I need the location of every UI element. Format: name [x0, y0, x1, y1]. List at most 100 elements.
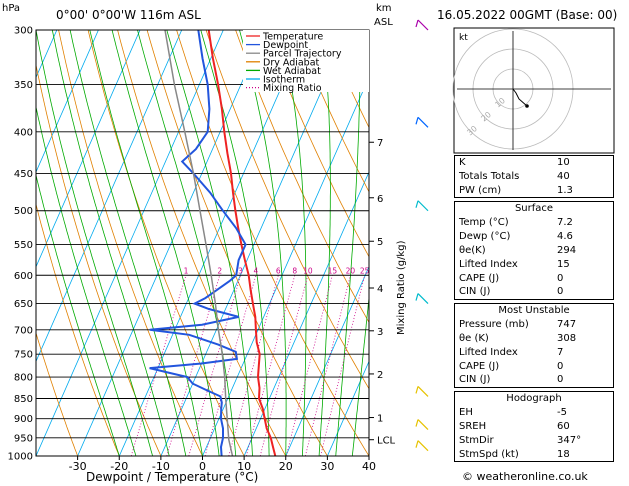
stat-row: CAPE (J) 0 — [455, 272, 613, 286]
series-temperature — [207, 30, 277, 456]
stat-label: CAPE (J) — [459, 272, 500, 284]
stat-value: 294 — [557, 244, 577, 256]
pressure-tick-label: 600 — [14, 271, 33, 282]
stat-row: Lifted Index 7 — [455, 346, 613, 360]
wind-barb — [417, 116, 429, 128]
km-tick-label: 3 — [377, 327, 383, 338]
km-tick-label: LCL — [377, 436, 396, 447]
wind-barb — [417, 440, 429, 452]
credit-text: © weatheronline.co.uk — [462, 470, 588, 483]
pressure-tick-label: 400 — [14, 127, 33, 138]
legend-label: Isotherm — [263, 75, 305, 86]
x-tick-label: 20 — [279, 460, 293, 473]
isotherm-line — [160, 30, 349, 456]
wind-barb-flag — [415, 117, 419, 125]
stat-row: Dewp (°C) 4.6 — [455, 230, 613, 244]
isotherm-line — [36, 30, 141, 268]
mixing-ratio-label: 15 — [328, 266, 338, 275]
pressure-tick-label: 700 — [14, 325, 33, 336]
legend-background — [243, 30, 369, 92]
pressure-tick-label: 950 — [14, 433, 33, 444]
mixing-ratio-label: 3 — [238, 266, 243, 275]
isotherm-line — [77, 30, 266, 456]
stat-row: θe(K) 294 — [455, 244, 613, 258]
series-parcel-trajectory — [164, 30, 234, 456]
isotherm-line — [36, 30, 99, 173]
stat-value: 40 — [557, 170, 570, 182]
mixing-ratio-label: 4 — [254, 266, 259, 275]
stat-label: EH — [459, 407, 473, 419]
hodograph-storm-motion — [525, 104, 529, 108]
stat-label: StmDir — [459, 434, 494, 446]
wind-barb-flag — [415, 200, 419, 208]
stat-value: 0 — [557, 374, 564, 386]
legend-label: Parcel Trajectory — [263, 49, 342, 60]
isotherm-line — [36, 30, 183, 363]
axes-labels: 3003504004505005506006507007508008509009… — [8, 26, 396, 474]
hodograph-unit: kt — [459, 33, 468, 43]
stat-row: SREH 60 — [455, 420, 613, 434]
wet-adiabat-line — [351, 294, 369, 456]
stat-value: 10 — [557, 157, 570, 168]
stat-label: PW (cm) — [459, 184, 502, 196]
stat-value: 7.2 — [557, 217, 573, 229]
datetime-title: 16.05.2022 00GMT (Base: 00) — [437, 8, 618, 22]
stat-value: 0 — [557, 286, 564, 298]
stat-value: 18 — [557, 448, 570, 460]
indices-table: K 10 Totals Totals 40 PW (cm) 1.3 — [454, 155, 614, 199]
dry-adiabat-line — [58, 30, 203, 456]
stat-label: Totals Totals — [459, 170, 520, 182]
stat-row: PW (cm) 1.3 — [455, 184, 613, 198]
isotherm-line — [202, 76, 369, 456]
stat-row: Temp (°C) 7.2 — [455, 216, 613, 230]
x-tick-label: 0 — [199, 460, 206, 473]
dry-adiabat-line — [294, 30, 369, 193]
surface-title: Surface — [514, 203, 554, 215]
dry-adiabat-line — [117, 30, 287, 456]
pressure-tick-label: 650 — [14, 299, 33, 310]
pressure-tick-label: 1000 — [8, 452, 33, 463]
hodograph-ring-label: 30 — [465, 124, 479, 137]
legend-label: Wet Adiabat — [263, 66, 321, 77]
legend-label: Dewpoint — [263, 40, 308, 51]
x-tick-label: 30 — [320, 460, 334, 473]
wet-adiabat-line — [69, 30, 187, 456]
hodograph-ring-label: 20 — [479, 110, 493, 123]
isotherms — [36, 30, 369, 456]
km-tick-label: 7 — [377, 138, 383, 149]
stat-row: Lifted Index 15 — [455, 258, 613, 272]
stat-label: Lifted Index — [459, 346, 518, 358]
wind-barb — [417, 293, 429, 305]
isotherm-line — [36, 30, 224, 456]
stat-row: Totals Totals 40 — [455, 170, 613, 184]
wind-barb-flag — [415, 419, 419, 427]
wet-adiabat-line — [36, 105, 137, 456]
stat-label: K — [459, 157, 466, 168]
wind-barb-flag — [415, 293, 419, 301]
wet-adiabat-line — [111, 30, 220, 456]
stat-row: CIN (J) 0 — [455, 285, 613, 299]
stat-value: 1.3 — [557, 184, 573, 196]
legend-label: Temperature — [262, 32, 323, 43]
stat-label: θe(K) — [459, 244, 486, 256]
stat-label: Dewp (°C) — [459, 231, 511, 243]
stat-label: Temp (°C) — [459, 217, 509, 229]
stat-row: CAPE (J) 0 — [455, 360, 613, 374]
mixing-ratio-label: 20 — [346, 266, 356, 275]
stat-label: Pressure (mb) — [459, 319, 529, 331]
wind-barb — [417, 419, 429, 430]
pressure-tick-label: 800 — [14, 373, 33, 384]
y-axis-label: Mixing Ratio (g/kg) — [396, 240, 407, 335]
stat-label: CIN (J) — [459, 286, 491, 298]
surface-table: Surface Temp (°C) 7.2 Dewp (°C) 4.6 θe(K) 294… — [454, 201, 614, 301]
mixing-ratio-label: 6 — [276, 266, 281, 275]
x-tick-label: -30 — [69, 460, 87, 473]
hodograph-table: Hodograph EH -5 SREH 60 StmDir 347° StmSpd (kt… — [454, 391, 614, 463]
stat-value: 4.6 — [557, 231, 573, 243]
dry-adiabat-line — [264, 30, 369, 258]
series-dewpoint — [149, 30, 247, 456]
stat-row: EH -5 — [455, 406, 613, 420]
km-tick-label: 6 — [377, 194, 383, 205]
